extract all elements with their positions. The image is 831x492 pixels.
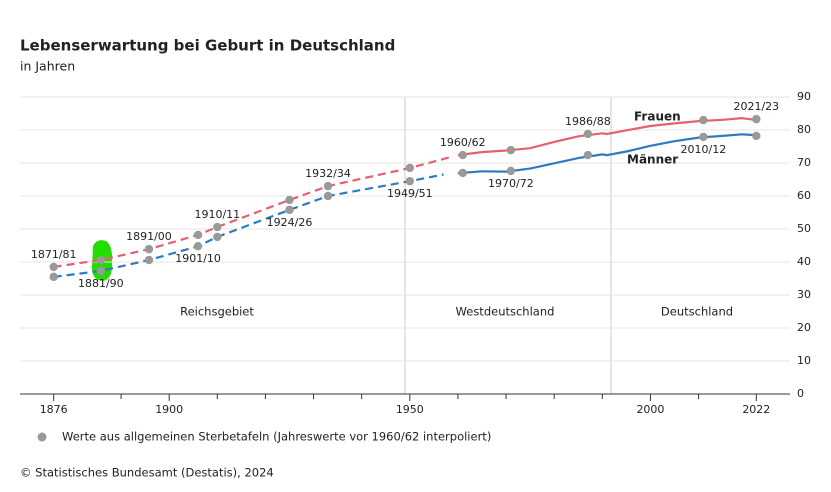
data-point bbox=[323, 191, 333, 201]
point-label: 2021/23 bbox=[733, 100, 779, 113]
series-line bbox=[457, 116, 757, 157]
data-point bbox=[699, 115, 708, 125]
data-point bbox=[506, 145, 516, 155]
y-tick-label: 40 bbox=[797, 255, 811, 268]
data-point bbox=[752, 131, 761, 141]
region-label: Reichsgebiet bbox=[180, 305, 254, 319]
data-point bbox=[285, 195, 294, 205]
y-tick-label: 50 bbox=[797, 222, 811, 235]
x-tick-label: 1900 bbox=[155, 403, 183, 416]
data-point bbox=[285, 205, 294, 215]
data-point bbox=[213, 222, 222, 232]
region-label: Westdeutschland bbox=[456, 305, 555, 319]
data-point bbox=[49, 272, 58, 282]
data-point bbox=[405, 163, 415, 173]
point-label: 1970/72 bbox=[488, 177, 534, 190]
data-point bbox=[323, 181, 333, 191]
series-line bbox=[457, 133, 757, 175]
legend-marker bbox=[37, 432, 47, 442]
y-tick-label: 20 bbox=[797, 321, 811, 334]
data-point bbox=[49, 262, 58, 272]
legend-text: Werte aus allgemeinen Sterbetafeln (Jahr… bbox=[62, 430, 491, 444]
series-line bbox=[53, 155, 454, 268]
data-point bbox=[96, 255, 106, 265]
point-label: 1901/10 bbox=[175, 252, 221, 265]
y-tick-label: 70 bbox=[797, 156, 811, 169]
x-tick-label: 2022 bbox=[742, 403, 770, 416]
y-tick-label: 30 bbox=[797, 288, 811, 301]
data-point bbox=[405, 176, 415, 186]
data-point bbox=[144, 255, 154, 265]
x-tick-label: 2000 bbox=[636, 403, 664, 416]
data-point bbox=[583, 129, 593, 139]
data-point bbox=[193, 241, 203, 251]
data-point bbox=[144, 244, 154, 254]
y-tick-label: 0 bbox=[797, 387, 804, 400]
data-point bbox=[506, 166, 516, 176]
point-label: 1924/26 bbox=[267, 216, 313, 229]
y-tick-label: 90 bbox=[797, 90, 811, 103]
point-label: 1891/00 bbox=[126, 230, 172, 243]
chart-title: Lebenserwartung bei Geburt in Deutschlan… bbox=[20, 37, 395, 55]
data-point bbox=[752, 114, 761, 124]
series-label: Männer bbox=[627, 153, 678, 167]
data-point bbox=[213, 232, 222, 242]
point-label: 1871/81 bbox=[31, 248, 77, 261]
region-label: Deutschland bbox=[661, 305, 733, 319]
data-point bbox=[458, 150, 467, 160]
y-tick-label: 10 bbox=[797, 354, 811, 367]
point-label: 1986/88 bbox=[565, 115, 611, 128]
x-tick-label: 1876 bbox=[40, 403, 68, 416]
source: © Statistisches Bundesamt (Destatis), 20… bbox=[20, 466, 274, 480]
point-label: 2010/12 bbox=[681, 143, 727, 156]
point-label: 1960/62 bbox=[440, 136, 486, 149]
y-tick-label: 60 bbox=[797, 189, 811, 202]
x-tick-label: 1950 bbox=[396, 403, 424, 416]
series-label: Frauen bbox=[634, 110, 681, 124]
data-point bbox=[583, 150, 593, 160]
point-label: 1949/51 bbox=[387, 187, 433, 200]
y-tick-label: 80 bbox=[797, 123, 811, 136]
point-label: 1932/34 bbox=[305, 167, 351, 180]
point-label: 1881/90 bbox=[78, 277, 124, 290]
point-label: 1910/11 bbox=[194, 208, 240, 221]
chart-subtitle: in Jahren bbox=[20, 59, 75, 74]
data-point bbox=[699, 132, 708, 142]
data-point bbox=[96, 266, 106, 276]
data-point bbox=[193, 230, 203, 240]
data-point bbox=[458, 168, 467, 178]
